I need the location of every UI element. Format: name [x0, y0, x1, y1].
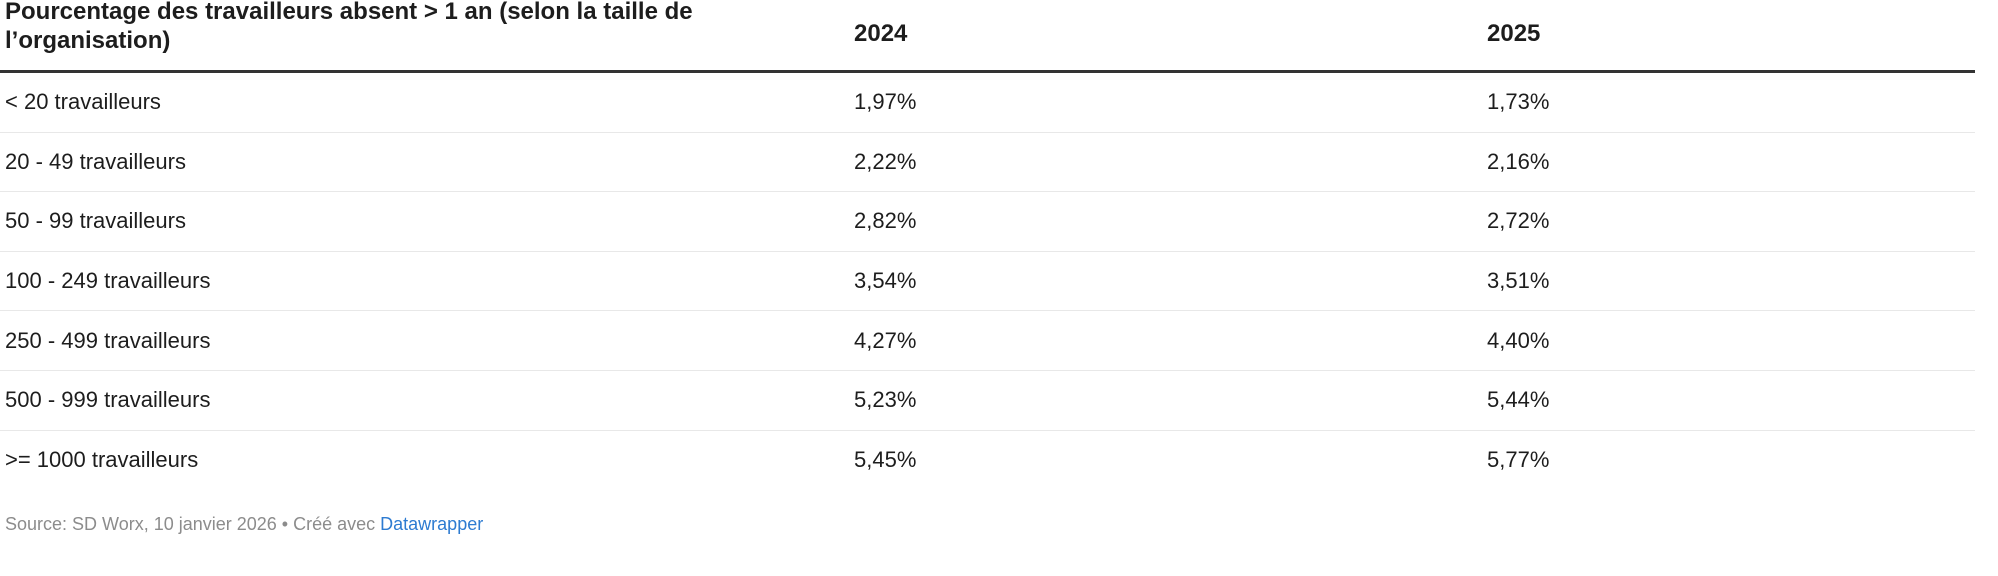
value-2024: 5,23% — [854, 387, 917, 413]
row-label: 500 - 999 travailleurs — [5, 387, 211, 413]
value-2025: 5,44% — [1487, 387, 1550, 413]
row-label: 100 - 249 travailleurs — [5, 268, 211, 294]
value-2024: 5,45% — [854, 447, 917, 473]
chart-title-line2: l’organisation) — [5, 27, 171, 54]
row-label: < 20 travailleurs — [5, 89, 161, 115]
table-row: >= 1000 travailleurs 5,45% 5,77% — [0, 431, 1975, 491]
column-header-2025: 2025 — [1487, 20, 1541, 47]
row-label: 250 - 499 travailleurs — [5, 327, 211, 353]
value-2024: 3,54% — [854, 268, 917, 294]
table-row: 250 - 499 travailleurs 4,27% 4,40% — [0, 311, 1975, 371]
value-2024: 2,22% — [854, 148, 917, 174]
source-text: Source: SD Worx, 10 janvier 2026 • Créé … — [5, 514, 381, 535]
row-label: 20 - 49 travailleurs — [5, 148, 186, 174]
table-row: 500 - 999 travailleurs 5,23% 5,44% — [0, 371, 1975, 431]
value-2025: 2,16% — [1487, 148, 1550, 174]
row-label: 50 - 99 travailleurs — [5, 208, 186, 234]
table-row: 100 - 249 travailleurs 3,54% 3,51% — [0, 252, 1975, 312]
table-row: < 20 travailleurs 1,97% 1,73% — [0, 73, 1975, 133]
table-row: 50 - 99 travailleurs 2,82% 2,72% — [0, 192, 1975, 252]
value-2024: 4,27% — [854, 327, 917, 353]
datawrapper-link[interactable]: Datawrapper — [380, 514, 484, 535]
value-2024: 2,82% — [854, 208, 917, 234]
chart-title-line1: Pourcentage des travailleurs absent > 1 … — [5, 0, 693, 25]
table-row: 20 - 49 travailleurs 2,22% 2,16% — [0, 133, 1975, 193]
value-2025: 5,77% — [1487, 447, 1550, 473]
row-label: >= 1000 travailleurs — [5, 447, 199, 473]
value-2025: 4,40% — [1487, 327, 1550, 353]
value-2025: 1,73% — [1487, 89, 1550, 115]
value-2025: 3,51% — [1487, 268, 1550, 294]
column-header-2024: 2024 — [854, 20, 908, 47]
table-header-row: Pourcentage des travailleurs absent > 1 … — [0, 0, 1975, 73]
value-2025: 2,72% — [1487, 208, 1550, 234]
chart-title: Pourcentage des travailleurs absent > 1 … — [5, 0, 693, 55]
value-2024: 1,97% — [854, 89, 917, 115]
data-table: Pourcentage des travailleurs absent > 1 … — [0, 0, 1975, 491]
footer: Source: SD Worx, 10 janvier 2026 • Créé … — [0, 512, 1998, 536]
